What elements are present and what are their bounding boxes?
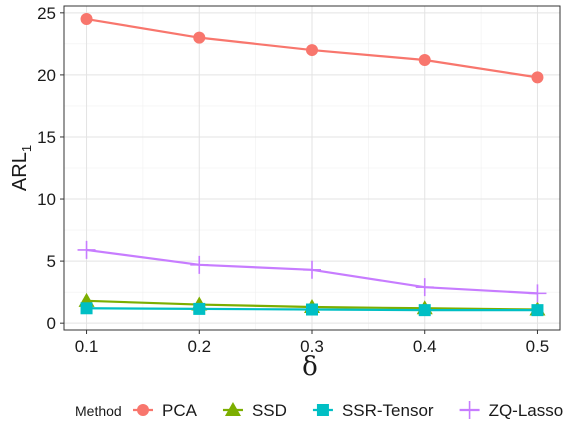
data-point-zq-lasso [77,240,96,259]
x-tick-labels: 0.1 0.2 0.3 0.4 0.5 [75,337,550,356]
data-point-zq-lasso [303,260,321,279]
y-tick-label: 10 [37,190,56,209]
y-tick-label: 0 [47,314,56,333]
legend-item-pca: PCA [133,401,198,420]
y-tick-label: 15 [37,128,56,147]
legend-item-ssd: SSD [222,401,287,420]
data-point-ssr-tensor [531,304,544,317]
data-point-pca [306,44,318,57]
y-axis-title-subscript: 1 [19,145,34,152]
legend-key-marker [137,404,149,416]
y-tick-labels: 0 5 10 15 20 25 [37,4,56,333]
y-tick-label: 25 [37,4,56,23]
legend-label: PCA [162,401,198,420]
data-point-ssr-tensor [80,302,93,315]
legend-key-marker [224,402,241,416]
legend-label: SSD [252,401,287,420]
y-axis-title: ARL1 [9,145,34,191]
x-axis-title: δ [302,352,318,382]
legend-label: ZQ-Lasso [489,401,564,420]
y-tick-label: 5 [47,252,56,271]
x-tick-label: 0.4 [413,337,437,356]
legend-item-ssr-tensor: SSR-Tensor [312,401,434,420]
data-point-zq-lasso [415,278,434,297]
x-tick-label: 0.1 [75,337,99,356]
data-point-zq-lasso [528,284,547,303]
major-gridlines [64,6,560,330]
data-point-pca [80,13,93,26]
data-point-ssr-tensor [193,302,206,315]
data-point-pca [418,54,431,66]
legend-key-marker [316,404,329,416]
legend-label: SSR-Tensor [342,401,434,420]
legend-title: Method [75,403,122,419]
series-pca [80,13,544,84]
series-layer [77,13,547,317]
data-point-pca [531,71,544,84]
x-tick-label: 0.2 [187,337,211,356]
y-tick-label: 20 [37,66,56,85]
y-axis-title-main: ARL [9,152,31,191]
legend: Method PCA SSD SSR-Tensor ZQ-Lasso [75,401,563,420]
x-tick-label: 0.5 [526,337,550,356]
x-tick-label: 0.3 [300,337,324,356]
legend-items: PCA SSD SSR-Tensor ZQ-Lasso [133,401,563,420]
data-point-ssr-tensor [306,303,318,316]
legend-item-zq-lasso: ZQ-Lasso [459,401,564,420]
legend-key-marker [460,401,479,419]
data-point-zq-lasso [190,255,209,274]
axis-ticks [60,12,538,334]
data-point-pca [193,31,206,44]
minor-gridlines [64,6,560,330]
series-zq-lasso [77,240,547,303]
data-point-ssr-tensor [418,304,431,317]
series-ssr-tensor [80,302,544,317]
